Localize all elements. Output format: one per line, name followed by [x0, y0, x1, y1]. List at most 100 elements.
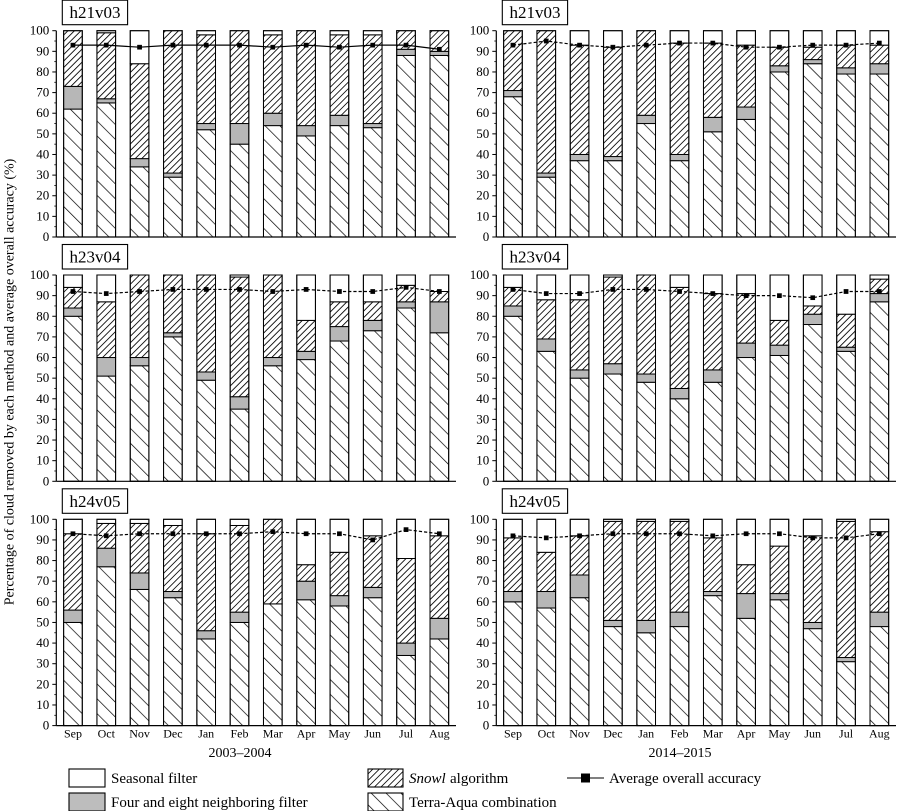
svg-text:40: 40	[476, 146, 489, 161]
svg-text:60: 60	[36, 105, 49, 120]
svg-text:Apr: Apr	[297, 727, 316, 741]
svg-text:40: 40	[36, 391, 49, 406]
svg-text:50: 50	[36, 370, 49, 385]
svg-text:0: 0	[43, 473, 50, 488]
svg-text:Seasonal filter: Seasonal filter	[111, 771, 197, 787]
svg-text:h24v05: h24v05	[69, 492, 120, 511]
svg-text:0: 0	[483, 229, 490, 244]
svg-text:10: 10	[36, 208, 49, 223]
svg-text:100: 100	[470, 267, 490, 282]
svg-text:50: 50	[36, 614, 49, 629]
svg-text:60: 60	[36, 594, 49, 609]
svg-text:Sep: Sep	[64, 727, 82, 741]
svg-text:90: 90	[476, 532, 489, 547]
svg-text:80: 80	[36, 64, 49, 79]
svg-text:Nov: Nov	[129, 727, 150, 741]
svg-text:Jan: Jan	[198, 727, 214, 741]
svg-text:60: 60	[476, 105, 489, 120]
svg-text:70: 70	[36, 85, 49, 100]
svg-text:30: 30	[476, 656, 489, 671]
svg-text:Oct: Oct	[98, 727, 116, 741]
svg-text:2014–2015: 2014–2015	[649, 746, 712, 761]
svg-text:100: 100	[470, 23, 490, 38]
svg-text:30: 30	[476, 411, 489, 426]
svg-text:80: 80	[476, 308, 489, 323]
svg-text:40: 40	[476, 635, 489, 650]
svg-text:40: 40	[36, 635, 49, 650]
svg-text:Aug: Aug	[869, 727, 890, 741]
svg-text:90: 90	[36, 43, 49, 58]
svg-text:70: 70	[476, 85, 489, 100]
svg-text:70: 70	[36, 329, 49, 344]
svg-text:May: May	[768, 727, 790, 741]
svg-text:20: 20	[36, 188, 49, 203]
svg-text:50: 50	[36, 126, 49, 141]
svg-text:100: 100	[30, 511, 50, 526]
svg-text:20: 20	[476, 432, 489, 447]
svg-text:h21v03: h21v03	[509, 3, 560, 22]
svg-text:20: 20	[476, 188, 489, 203]
svg-text:10: 10	[476, 208, 489, 223]
svg-text:Dec: Dec	[603, 727, 622, 741]
svg-text:Nov: Nov	[569, 727, 590, 741]
svg-text:Apr: Apr	[737, 727, 756, 741]
svg-text:100: 100	[470, 511, 490, 526]
svg-text:Terra-Aqua combination: Terra-Aqua combination	[409, 795, 557, 811]
svg-text:20: 20	[36, 676, 49, 691]
svg-text:50: 50	[476, 370, 489, 385]
svg-text:Jun: Jun	[364, 727, 381, 741]
svg-text:40: 40	[476, 391, 489, 406]
svg-text:Jul: Jul	[839, 727, 854, 741]
svg-text:10: 10	[36, 697, 49, 712]
svg-text:30: 30	[36, 411, 49, 426]
svg-text:Average overall accuracy: Average overall accuracy	[609, 771, 762, 787]
svg-text:80: 80	[36, 308, 49, 323]
svg-text:Oct: Oct	[538, 727, 556, 741]
svg-text:Sep: Sep	[504, 727, 522, 741]
svg-text:Mar: Mar	[703, 727, 723, 741]
svg-text:50: 50	[476, 126, 489, 141]
svg-text:30: 30	[476, 167, 489, 182]
svg-text:80: 80	[36, 553, 49, 568]
svg-text:Feb: Feb	[671, 727, 689, 741]
svg-text:70: 70	[476, 573, 489, 588]
svg-text:algorithm: algorithm	[450, 771, 509, 787]
svg-text:Aug: Aug	[429, 727, 450, 741]
svg-text:10: 10	[476, 453, 489, 468]
svg-text:70: 70	[36, 573, 49, 588]
svg-text:h23v04: h23v04	[509, 248, 561, 267]
svg-text:90: 90	[476, 43, 489, 58]
svg-text:Dec: Dec	[163, 727, 182, 741]
svg-text:Jul: Jul	[399, 727, 414, 741]
svg-text:Jan: Jan	[638, 727, 654, 741]
svg-text:h23v04: h23v04	[69, 248, 121, 267]
svg-text:50: 50	[476, 614, 489, 629]
svg-text:90: 90	[476, 288, 489, 303]
svg-text:30: 30	[36, 656, 49, 671]
svg-text:20: 20	[36, 432, 49, 447]
svg-text:30: 30	[36, 167, 49, 182]
svg-text:h21v03: h21v03	[69, 3, 120, 22]
svg-text:Snowl: Snowl	[409, 771, 446, 787]
svg-text:2003–2004: 2003–2004	[209, 746, 272, 761]
svg-text:70: 70	[476, 329, 489, 344]
svg-text:80: 80	[476, 64, 489, 79]
svg-text:60: 60	[476, 350, 489, 365]
svg-text:Jun: Jun	[804, 727, 821, 741]
svg-text:10: 10	[36, 453, 49, 468]
svg-text:60: 60	[36, 350, 49, 365]
svg-text:0: 0	[483, 473, 490, 488]
svg-text:60: 60	[476, 594, 489, 609]
svg-text:20: 20	[476, 676, 489, 691]
svg-text:40: 40	[36, 146, 49, 161]
svg-text:100: 100	[30, 267, 50, 282]
svg-text:May: May	[328, 727, 350, 741]
svg-text:80: 80	[476, 553, 489, 568]
svg-text:h24v05: h24v05	[509, 492, 560, 511]
svg-text:0: 0	[43, 229, 50, 244]
svg-text:0: 0	[483, 718, 490, 733]
svg-text:Feb: Feb	[231, 727, 249, 741]
svg-text:10: 10	[476, 697, 489, 712]
svg-text:Four and eight neighboring fil: Four and eight neighboring filter	[111, 795, 308, 811]
svg-text:90: 90	[36, 288, 49, 303]
